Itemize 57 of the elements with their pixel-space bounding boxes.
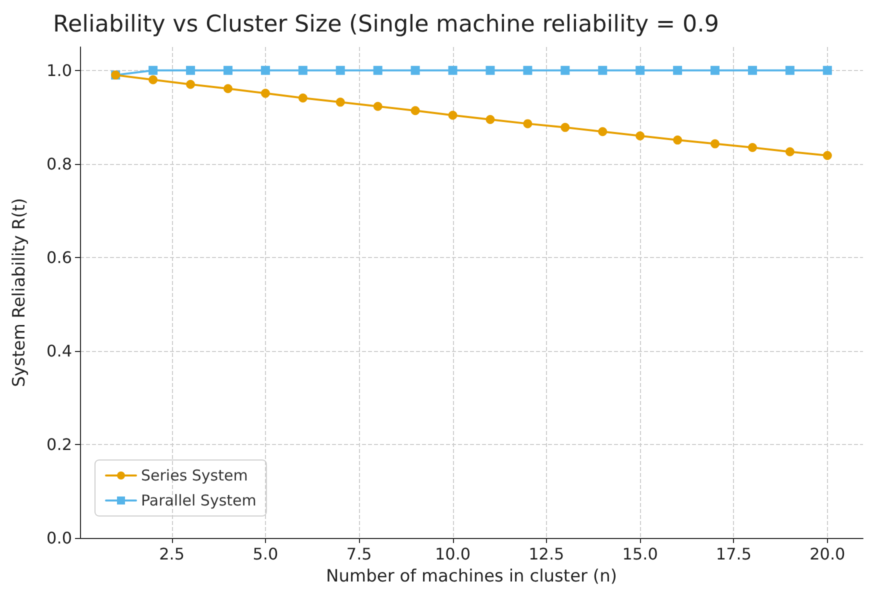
point (410, 66, 420, 75)
legend-label: Parallel System (141, 492, 256, 510)
point (523, 66, 532, 75)
point (298, 66, 308, 75)
point (336, 66, 345, 75)
legend-label: Series System (141, 466, 248, 484)
y-tick-label: 0.2 (46, 434, 72, 454)
x-tick-label: 5.0 (252, 544, 278, 564)
point (673, 136, 682, 145)
point (598, 66, 608, 75)
x-tick-label: 2.5 (159, 544, 185, 564)
point (822, 66, 832, 75)
point (223, 66, 232, 75)
x-axis-title: Number of machines in cluster (n) (326, 566, 617, 586)
y-tick-label: 0.6 (46, 248, 72, 267)
point (373, 102, 382, 111)
point (260, 88, 270, 98)
point (148, 66, 158, 75)
point (748, 66, 757, 75)
x-tick-label: 12.5 (528, 544, 564, 564)
point (186, 66, 196, 75)
point (822, 150, 832, 160)
point (486, 114, 495, 124)
x-tick-label: 10.0 (434, 544, 471, 564)
point (560, 66, 570, 75)
y-tick-label: 0.8 (46, 154, 72, 174)
y-tick-label: 1.0 (46, 60, 72, 80)
point (260, 66, 270, 75)
point (410, 106, 420, 116)
point (448, 66, 458, 75)
point (336, 98, 345, 107)
point (598, 127, 608, 136)
point (486, 66, 495, 75)
y-axis-title: System Reliability R(t) (10, 198, 30, 388)
point (560, 122, 570, 132)
point (673, 66, 682, 75)
point (710, 66, 720, 75)
point (785, 147, 794, 156)
chart-title: Reliability vs Cluster Size (Single machine reliability = 0.9 (53, 12, 720, 38)
y-tick-label: 0.0 (46, 528, 72, 548)
x-tick-label: 7.5 (346, 544, 372, 564)
point (785, 66, 794, 75)
y-tick-label: 0.4 (46, 341, 72, 360)
x-tick-label: 15.0 (622, 544, 658, 564)
point (636, 66, 645, 75)
point (148, 75, 158, 84)
point (298, 93, 308, 102)
point (523, 119, 532, 128)
point (636, 131, 645, 140)
point (748, 143, 757, 152)
x-tick-label: 17.5 (716, 544, 752, 564)
point (186, 80, 196, 89)
point (448, 110, 458, 120)
point (373, 66, 382, 75)
x-tick-label: 20.0 (810, 544, 846, 564)
point (710, 139, 720, 148)
point (223, 84, 232, 94)
